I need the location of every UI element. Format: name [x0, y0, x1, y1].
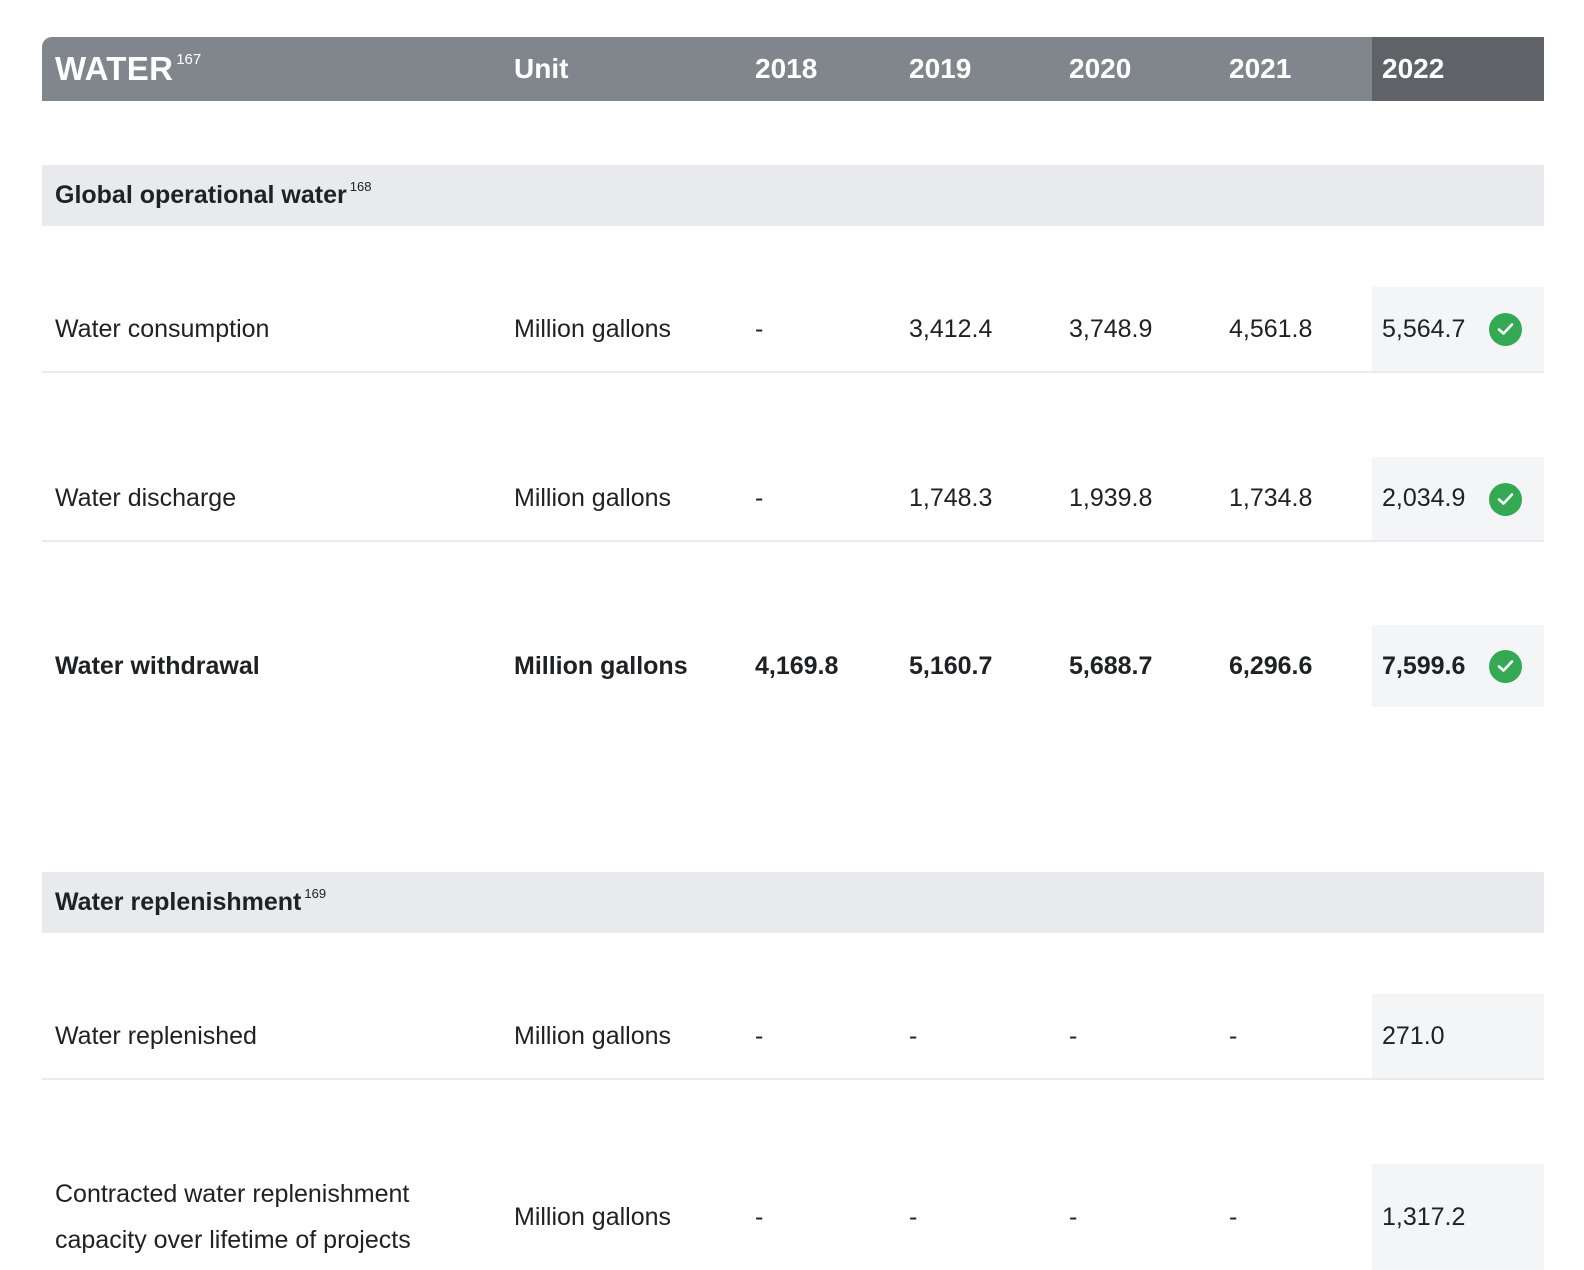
- check-circle-icon: [1489, 313, 1522, 346]
- row-metric: Water consumption: [55, 314, 270, 343]
- column-header-2022: 2022: [1382, 53, 1445, 84]
- table-row: Water replenished Million gallons - - - …: [42, 994, 1544, 1080]
- row-metric-line: capacity over lifetime of projects: [55, 1226, 411, 1254]
- row-metric-line: Contracted water replenishment: [55, 1180, 410, 1208]
- table-title-text: WATER: [55, 50, 174, 87]
- value-2020: -: [1069, 1021, 1078, 1050]
- value-2019: -: [909, 1202, 918, 1231]
- column-header-unit: Unit: [514, 53, 569, 84]
- footnote-ref[interactable]: 167: [176, 50, 202, 68]
- section-title: Global operational water 168: [55, 165, 755, 226]
- value-2019: 5,160.7: [909, 651, 993, 680]
- row-unit: Million gallons: [514, 484, 672, 512]
- footnote-ref[interactable]: 169: [304, 886, 327, 901]
- check-circle-icon: [1489, 482, 1522, 516]
- value-2018: 4,169.8: [755, 651, 839, 680]
- row-metric: Water withdrawal: [55, 651, 260, 680]
- check-circle-icon: [1489, 650, 1522, 683]
- row-metric: Contracted water replenishment capacity …: [55, 1164, 495, 1270]
- value-2022: 7,599.6: [1382, 651, 1466, 680]
- table-row: Water withdrawal Million gallons 4,169.8…: [42, 625, 1544, 707]
- table-header: WATER 167 Unit 2018 2019 2020 2021 2022: [42, 37, 1544, 101]
- row-unit: Million gallons: [514, 1202, 672, 1231]
- value-2021: 6,296.6: [1229, 651, 1313, 680]
- section-title-text: Global operational water: [55, 181, 347, 209]
- value-2022: 271.0: [1382, 1021, 1445, 1050]
- value-2018: -: [755, 1021, 764, 1050]
- value-2020: 3,748.9: [1069, 314, 1153, 343]
- column-header-2019: 2019: [909, 53, 972, 84]
- column-header-2021: 2021: [1229, 53, 1292, 84]
- footnote-ref[interactable]: 168: [349, 179, 372, 194]
- row-unit: Million gallons: [514, 651, 688, 680]
- value-2018: -: [755, 314, 764, 343]
- highlight-column-header: [1372, 37, 1544, 101]
- row-unit: Million gallons: [514, 314, 672, 343]
- value-2020: 1,939.8: [1069, 484, 1153, 512]
- value-2020: -: [1069, 1202, 1078, 1231]
- value-2018: -: [755, 484, 764, 512]
- section-header: Global operational water 168: [42, 165, 1544, 226]
- value-2021: 1,734.8: [1229, 484, 1313, 512]
- value-2022: 1,317.2: [1382, 1202, 1466, 1231]
- row-metric: Water replenished: [55, 1021, 257, 1050]
- value-2021: -: [1229, 1021, 1238, 1050]
- section-header: Water replenishment 169: [42, 872, 1544, 933]
- row-metric: Water discharge: [55, 484, 237, 512]
- value-2022: 5,564.7: [1382, 314, 1466, 343]
- row-unit: Million gallons: [514, 1021, 672, 1050]
- column-header-2020: 2020: [1069, 53, 1132, 84]
- table-row: Water discharge Million gallons - 1,748.…: [42, 457, 1544, 542]
- value-2022: 2,034.9: [1382, 484, 1466, 512]
- value-2019: -: [909, 1021, 918, 1050]
- value-2021: -: [1229, 1202, 1238, 1231]
- section-title: Water replenishment 169: [55, 872, 755, 933]
- column-header-2018: 2018: [755, 53, 818, 84]
- table-row: Water consumption Million gallons - 3,41…: [42, 287, 1544, 373]
- value-2018: -: [755, 1202, 764, 1231]
- value-2019: 3,412.4: [909, 314, 993, 343]
- table-row: Contracted water replenishment capacity …: [42, 1164, 1544, 1270]
- value-2021: 4,561.8: [1229, 314, 1313, 343]
- table-title: WATER 167: [55, 37, 495, 101]
- value-2020: 5,688.7: [1069, 651, 1153, 680]
- value-2019: 1,748.3: [909, 484, 993, 512]
- section-title-text: Water replenishment: [55, 888, 302, 916]
